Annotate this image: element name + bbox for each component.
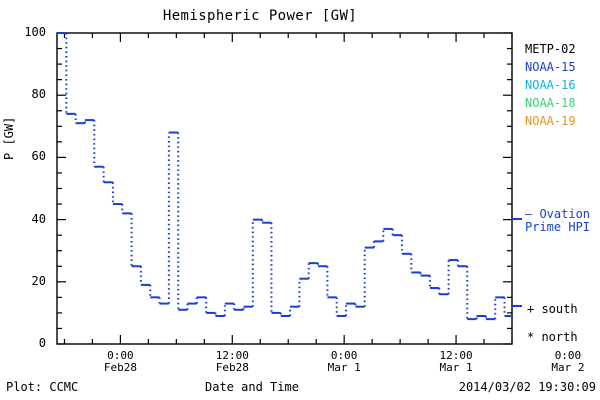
y-tick-label: 20 [31,273,46,288]
legend-item-noaa-15: NOAA-15 [525,58,576,76]
legend-item-noaa-19: NOAA-19 [525,112,576,130]
x-tick-label: 0:00 Feb28 [103,349,137,374]
legend-item-noaa-18: NOAA-18 [525,94,576,112]
legend-label-metp-02: METP-02 [525,42,576,56]
legend-label-noaa-19: NOAA-19 [525,114,576,128]
legend: METP-02 NOAA-15 NOAA-16 NOAA-18 NOAA-19 [525,40,576,130]
legend-item-metp-02: METP-02 [525,40,576,58]
y-tick-label: 80 [31,87,46,102]
footer-plot-source: Plot: CCMC [6,380,79,394]
ovation-prime-annotation: — Ovation Prime HPI [525,208,590,234]
footer-timestamp: 2014/03/02 19:30:09 [458,380,596,394]
north-marker-note: * north [527,330,578,344]
x-tick-label: 0:00 Mar 2 [551,349,585,374]
legend-label-noaa-15: NOAA-15 [525,60,576,74]
x-tick-label: 12:00 Feb28 [215,349,249,374]
x-tick-label: 0:00 Mar 1 [327,349,361,374]
ovation-label-line2: Prime HPI [525,220,591,234]
south-marker-note: + south [527,302,578,316]
legend-item-noaa-16: NOAA-16 [525,76,576,94]
y-tick-label: 100 [24,25,46,39]
y-tick-label: 60 [31,149,46,164]
y-tick-label: 0 [38,336,46,350]
legend-label-noaa-16: NOAA-16 [525,78,576,92]
legend-label-noaa-18: NOAA-18 [525,96,576,110]
y-tick-label: 40 [31,211,46,226]
x-tick-label: 12:00 Mar 1 [439,349,473,374]
x-axis-label: Date and Time [205,380,299,394]
ovation-label-line1: — Ovation [525,207,591,221]
page-title: Hemispheric Power [GW] [162,8,358,24]
plot-frame [56,32,513,345]
